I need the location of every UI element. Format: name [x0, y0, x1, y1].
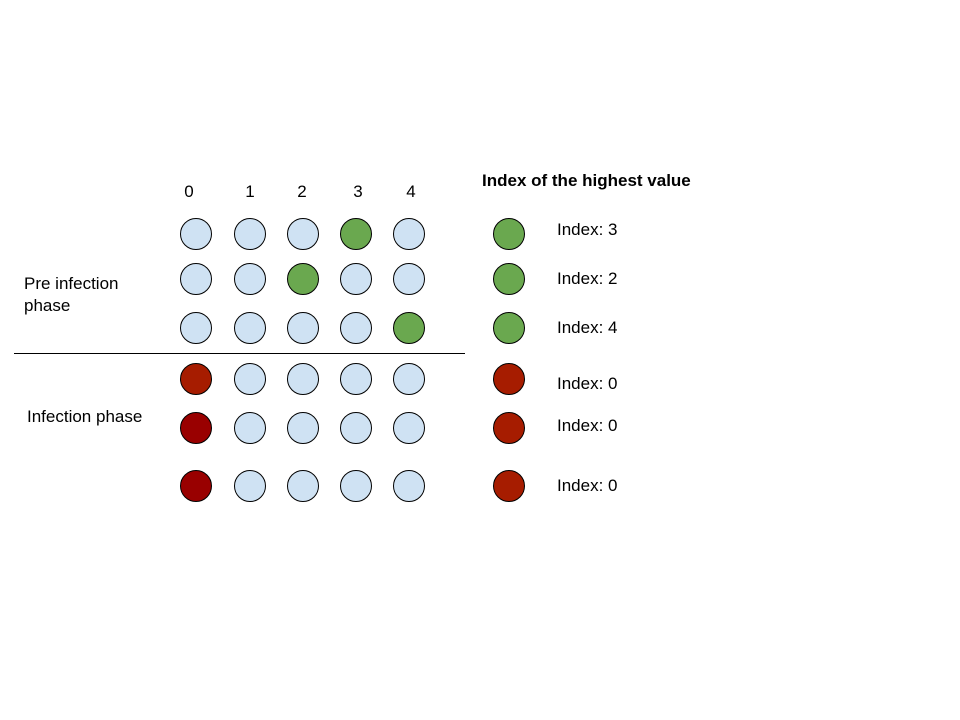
grid-cell-r2-c2: [287, 312, 319, 344]
grid-cell-r3-c0: [180, 363, 212, 395]
grid-cell-r0-c3: [340, 218, 372, 250]
grid-cell-r0-c1: [234, 218, 266, 250]
legend-dot-0: [493, 218, 525, 250]
grid-cell-r1-c2: [287, 263, 319, 295]
legend-label-4: Index: 0: [557, 416, 618, 435]
grid-cell-r4-c4: [393, 412, 425, 444]
legend-label-3: Index: 0: [557, 374, 618, 393]
legend-dot-4: [493, 412, 525, 444]
grid-cell-r2-c4: [393, 312, 425, 344]
legend-label-2: Index: 4: [557, 318, 618, 337]
grid-cell-r3-c4: [393, 363, 425, 395]
grid-cell-r3-c2: [287, 363, 319, 395]
grid-cell-r2-c3: [340, 312, 372, 344]
legend-label-0: Index: 3: [557, 220, 618, 239]
grid-cell-r1-c1: [234, 263, 266, 295]
grid-cell-r4-c3: [340, 412, 372, 444]
grid-cell-r5-c2: [287, 470, 319, 502]
legend-dot-1: [493, 263, 525, 295]
infection-phase-label: Infection phase: [27, 407, 143, 426]
pre-infection-phase-label: Pre infection phase: [24, 274, 119, 315]
grid-cell-r5-c0: [180, 470, 212, 502]
grid-cell-r4-c0: [180, 412, 212, 444]
grid-cell-r3-c3: [340, 363, 372, 395]
grid-cell-r5-c3: [340, 470, 372, 502]
legend-dot-2: [493, 312, 525, 344]
grid-cell-r5-c1: [234, 470, 266, 502]
grid-cell-r1-c4: [393, 263, 425, 295]
grid-cell-r5-c4: [393, 470, 425, 502]
grid-cell-r1-c3: [340, 263, 372, 295]
column-label-3: 3: [353, 182, 363, 201]
legend-title: Index of the highest value: [482, 171, 691, 190]
grid-cell-r3-c1: [234, 363, 266, 395]
grid-cell-r2-c1: [234, 312, 266, 344]
grid-cell-r2-c0: [180, 312, 212, 344]
phase-divider-line: [14, 353, 465, 354]
grid-cell-r0-c0: [180, 218, 212, 250]
column-label-1: 1: [245, 182, 255, 201]
grid-cell-r0-c4: [393, 218, 425, 250]
grid-cell-r4-c1: [234, 412, 266, 444]
legend-dot-3: [493, 363, 525, 395]
legend-label-5: Index: 0: [557, 476, 618, 495]
grid-cell-r1-c0: [180, 263, 212, 295]
column-label-4: 4: [406, 182, 416, 201]
grid-cell-r4-c2: [287, 412, 319, 444]
column-label-0: 0: [184, 182, 194, 201]
grid-cell-r0-c2: [287, 218, 319, 250]
legend-label-1: Index: 2: [557, 269, 618, 288]
column-label-2: 2: [297, 182, 307, 201]
legend-dot-5: [493, 470, 525, 502]
